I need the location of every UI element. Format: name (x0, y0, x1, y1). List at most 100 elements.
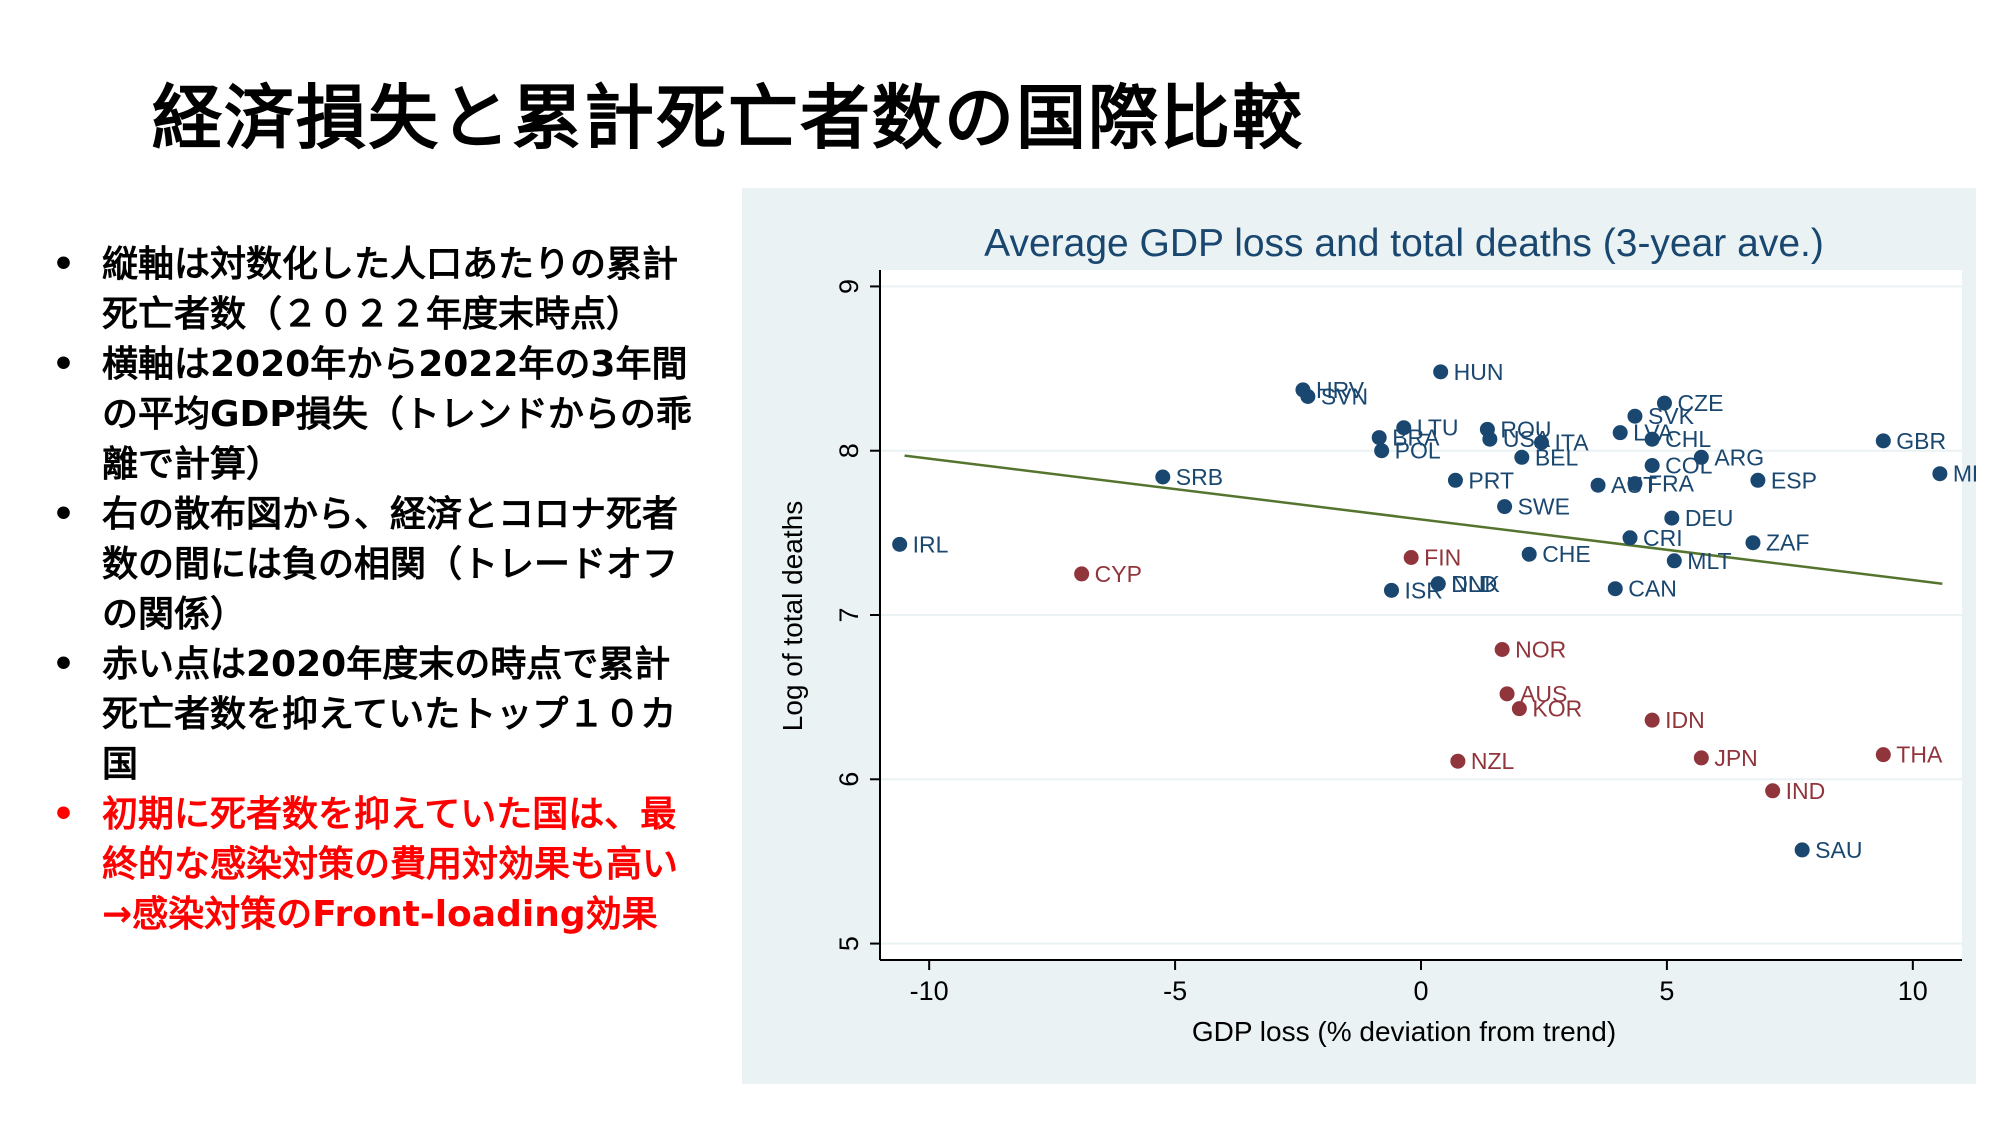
point-label: CYP (1095, 561, 1142, 587)
point-label: CZE (1677, 390, 1723, 416)
bullet-item-highlight: • 初期に死者数を抑えていた国は、最終的な感染対策の費用対効果も高い→感染対策の… (40, 790, 700, 940)
point-label: FIN (1424, 545, 1461, 571)
y-axis-label: Log of total deaths (777, 501, 808, 731)
point-label: LTU (1417, 415, 1459, 441)
bullet-marker: • (52, 644, 76, 685)
data-point (1644, 431, 1660, 447)
data-point (1875, 747, 1891, 763)
data-point (1155, 469, 1171, 485)
x-tick-label: 5 (1659, 976, 1674, 1006)
y-tick-label: 9 (834, 279, 864, 294)
y-tick-label: 6 (834, 772, 864, 787)
x-axis-label: GDP loss (% deviation from trend) (1192, 1016, 1616, 1047)
bullet-marker: • (52, 794, 76, 835)
data-point (1374, 443, 1390, 459)
point-label: DEU (1685, 505, 1734, 531)
bullet-item: • 縦軸は対数化した人口あたりの累計死亡者数（２０２２年度末時点） (40, 240, 700, 340)
point-label: CHE (1542, 541, 1591, 567)
bullet-marker: • (52, 244, 76, 285)
point-label: IDN (1665, 707, 1705, 733)
fit-line-group (904, 454, 1943, 586)
data-point (1497, 499, 1513, 515)
points-group: HUNHRVSVNCZESVKLTUROULVAUSAITACHLBRAGBRP… (892, 359, 1976, 863)
point-label: GBR (1896, 428, 1946, 454)
data-point (1450, 753, 1466, 769)
bullet-item: • 横軸は2020年から2022年の3年間の平均GDP損失（トレンドからの乖離で… (40, 340, 700, 490)
point-label: BEL (1535, 444, 1579, 470)
point-label: ISR (1404, 577, 1442, 603)
data-point (1794, 842, 1810, 858)
data-point (1371, 430, 1387, 446)
point-label: IRL (913, 531, 949, 557)
point-label: PRT (1468, 467, 1514, 493)
point-label: ESP (1771, 467, 1817, 493)
data-point (892, 536, 908, 552)
data-point (1499, 686, 1515, 702)
point-label: FRA (1648, 471, 1695, 497)
point-label: SRB (1176, 464, 1223, 490)
point-label: THA (1896, 742, 1943, 768)
point-label: JPN (1714, 745, 1757, 771)
data-point (1656, 395, 1672, 411)
data-point (1074, 566, 1090, 582)
bullet-item: • 右の散布図から、経済とコロナ死者数の間には負の相関（トレードオフの関係） (40, 490, 700, 640)
data-point (1447, 472, 1463, 488)
chart-title: Average GDP loss and total deaths (3-yea… (984, 222, 1824, 265)
y-tick-label: 8 (834, 443, 864, 458)
data-point (1430, 576, 1446, 592)
y-tick-label: 5 (834, 936, 864, 951)
point-label: AUS (1520, 681, 1567, 707)
point-label: CHL (1665, 426, 1711, 452)
point-label: SVK (1648, 403, 1695, 429)
scatter-chart: Average GDP loss and total deaths (3-yea… (777, 222, 1976, 1047)
point-label: IND (1786, 778, 1826, 804)
data-point (1932, 466, 1948, 482)
fit-line (904, 454, 1943, 586)
point-label: NOR (1515, 637, 1566, 663)
point-label: SVN (1321, 384, 1368, 410)
point-label: NLD (1451, 571, 1497, 597)
data-point (1875, 433, 1891, 449)
bullet-list: • 縦軸は対数化した人口あたりの累計死亡者数（２０２２年度末時点） • 横軸は2… (40, 240, 700, 940)
data-point (1644, 458, 1660, 473)
bullet-text: 縦軸は対数化した人口あたりの累計死亡者数（２０２２年度末時点） (102, 244, 679, 335)
data-point (1494, 642, 1510, 657)
data-point (1300, 389, 1316, 404)
bullet-text: 横軸は2020年から2022年の3年間の平均GDP損失（トレンドからの乖離で計算… (102, 344, 692, 485)
chart-panel: Average GDP loss and total deaths (3-yea… (742, 188, 1976, 1084)
bullet-marker: • (52, 494, 76, 535)
point-label: BRA (1392, 425, 1440, 451)
data-point (1514, 449, 1530, 465)
point-label: SAU (1815, 837, 1862, 863)
point-label: HRV (1316, 377, 1365, 403)
point-label: CAN (1628, 576, 1677, 602)
point-label: MLT (1687, 548, 1731, 574)
bullet-text: 初期に死者数を抑えていた国は、最終的な感染対策の費用対効果も高い→感染対策のFr… (102, 794, 679, 935)
point-label: MEX (1953, 461, 1976, 487)
data-point (1533, 435, 1549, 450)
data-point (1403, 550, 1419, 565)
data-point (1693, 449, 1709, 465)
data-point (1482, 431, 1498, 447)
data-point (1765, 783, 1781, 799)
bullet-marker: • (52, 344, 76, 385)
data-point (1627, 408, 1643, 424)
data-point (1612, 425, 1628, 441)
point-label: KOR (1532, 696, 1582, 722)
data-point (1627, 476, 1643, 492)
data-point (1511, 701, 1527, 717)
bullet-text: 赤い点は2020年度末の時点で累計死亡者数を抑えていたトップ１０カ国 (102, 644, 677, 785)
point-label: CRI (1643, 525, 1683, 551)
data-point (1664, 510, 1680, 526)
axes: 5 6 7 8 9 -10 -5 0 5 10 (834, 270, 1962, 1006)
bullet-item: • 赤い点は2020年度末の時点で累計死亡者数を抑えていたトップ１０カ国 (40, 640, 700, 790)
x-tick-label: 0 (1413, 976, 1428, 1006)
point-label: DNK (1451, 571, 1500, 597)
y-tick-label: 7 (834, 607, 864, 622)
data-point (1590, 477, 1606, 493)
point-label: HUN (1454, 359, 1504, 385)
point-label: ITA (1554, 430, 1589, 456)
x-tick-label: -5 (1163, 976, 1187, 1006)
point-label: POL (1395, 438, 1441, 464)
data-point (1433, 364, 1449, 380)
